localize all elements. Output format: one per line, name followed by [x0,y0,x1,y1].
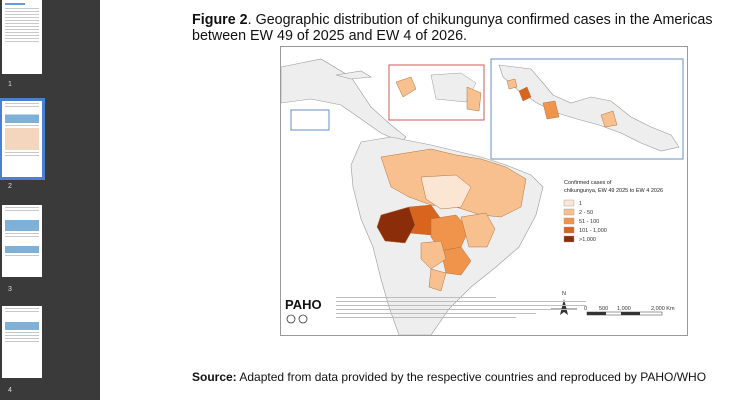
legend-label: 101 - 1,000 [579,228,607,234]
legend-label: 2 - 50 [579,210,593,216]
region-fills [376,148,527,292]
page-thumbnail-1[interactable] [2,0,42,74]
page-thumbnail-3[interactable] [2,205,42,277]
page-number-1: 1 [8,81,12,88]
choropleth-map: Confirmed cases of chikungunya, EW 49 20… [280,46,688,336]
north-label: N [562,291,566,297]
legend-label: >1,000 [579,237,596,243]
scale-label-2000: 2,000 Km [651,306,675,312]
scale-label-1000: 1,000 [617,306,631,312]
legend-label: 1 [579,201,582,207]
page-number-4: 4 [8,387,12,394]
inset-locator-central-america [290,109,330,131]
legend-title-line2: chikungunya, EW 49 2025 to EW 4 2026 [564,188,663,194]
legend-swatch [563,235,575,243]
legend-swatch [563,217,575,225]
page-number-2: 2 [8,183,12,190]
source-label: Source: [192,370,237,384]
legend-label: 51 - 100 [579,219,599,225]
source-text: Adapted from data provided by the respec… [236,370,707,384]
figure-label: Figure 2 [192,12,248,28]
figure-caption: Figure 2. Geographic distribution of chi… [192,12,735,44]
source-note: Source: Adapted from data provided by th… [192,370,706,384]
paho-emblem-icon [298,314,308,324]
disclaimer-fine-print [336,297,586,318]
scale-label-500: 500 [599,306,608,312]
map-svg: Confirmed cases of chikungunya, EW 49 20… [281,58,684,335]
legend-swatch [563,208,575,216]
scale-bar: 0 500 1,000 2,000 Km [584,306,675,316]
page-thumbnail-4[interactable] [2,306,42,378]
legend-swatch [563,226,575,234]
page-thumbnail-sidebar: 1 2 3 4 [0,0,100,400]
page-number-3: 3 [8,286,12,293]
figure-caption-line2: between EW 49 of 2025 and EW 4 of 2026. [192,28,467,44]
paho-logo: PAHO [285,297,322,324]
paho-logo-text: PAHO [285,297,322,312]
legend-swatch [563,199,575,207]
legend-title-line1: Confirmed cases of [564,180,612,186]
figure-caption-text: . Geographic distribution of chikungunya… [247,12,713,28]
north-arrow: N [551,291,577,315]
document-page: Figure 2. Geographic distribution of chi… [100,0,735,400]
who-emblem-icon [286,314,296,324]
map-legend: Confirmed cases of chikungunya, EW 49 20… [563,180,663,243]
page-thumbnail-2[interactable] [0,98,45,180]
scale-label-0: 0 [584,306,587,312]
